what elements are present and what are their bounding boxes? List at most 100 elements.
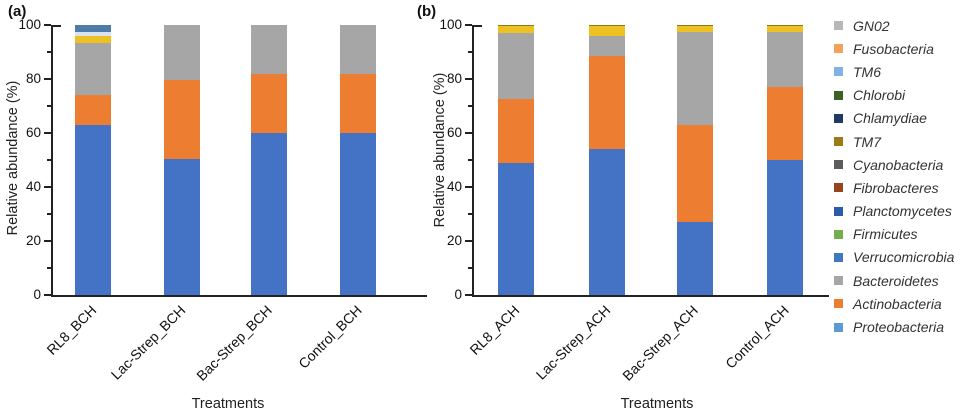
x-tick-label-Control_BCH: Control_BCH — [193, 302, 365, 372]
y-major-tick — [44, 240, 51, 242]
segment-Bacteroidetes — [767, 31, 803, 88]
segment-Bacteroidetes — [498, 33, 534, 100]
y-minor-tick — [468, 159, 472, 161]
legend-swatch-Fibrobacteres — [834, 183, 843, 193]
legend-item-Firmicutes: Firmicutes — [834, 223, 954, 246]
segment-Bacteroidetes — [251, 25, 287, 74]
legend-swatch-Actinobacteria — [834, 299, 843, 309]
y-major-tick — [465, 132, 472, 134]
panel-b-plot: 0 20 40 60 80 100 — [439, 17, 829, 302]
legend-item-Fibrobacteres: Fibrobacteres — [834, 176, 954, 199]
y-major-tick — [44, 132, 51, 134]
panel-b-x-axis-title: Treatments — [620, 396, 694, 412]
segment-TM7 — [767, 26, 803, 32]
segment-Chlorobi — [677, 25, 713, 27]
bar-Bac-Strep_ACH — [677, 25, 713, 295]
y-minor-tick — [47, 51, 51, 53]
segment-Actinobacteria — [251, 73, 287, 133]
segment-Bacteroidetes — [164, 25, 200, 81]
legend-swatch-Chlamydiae — [834, 113, 843, 123]
y-tick-label: 80 — [446, 71, 462, 86]
y-major-tick — [44, 24, 51, 26]
segment-TM7 — [498, 26, 534, 34]
panel-a-y-axis-title: Relative abundance (%) — [5, 80, 21, 236]
legend-swatch-Verrucomicrobia — [834, 252, 843, 262]
segment-Verrucomicrobia — [75, 25, 111, 32]
y-tick-label: 0 — [33, 287, 41, 302]
legend-item-Chlorobi: Chlorobi — [834, 84, 954, 107]
panel-b-label: (b) — [417, 3, 437, 20]
y-major-tick — [465, 186, 472, 188]
y-tick-label: 100 — [439, 17, 462, 32]
segment-Bacteroidetes — [589, 35, 625, 57]
legend-item-Chlamydiae: Chlamydiae — [834, 107, 954, 130]
legend-item-TM6: TM6 — [834, 60, 954, 83]
legend-swatch-Firmicutes — [834, 229, 843, 239]
y-major-tick — [44, 294, 51, 296]
panel-a-plot: 0 20 40 60 80 100 — [18, 17, 427, 302]
bar-RL8_ACH — [498, 25, 534, 295]
segment-Bacteroidetes — [340, 25, 376, 74]
segment-Actinobacteria — [340, 73, 376, 133]
legend-swatch-GN02 — [834, 21, 843, 31]
segment-TM7 — [75, 35, 111, 43]
y-major-tick — [44, 78, 51, 80]
segment-Proteobacteria — [589, 149, 625, 295]
segment-Actinobacteria — [677, 124, 713, 223]
y-tick-label: 100 — [18, 17, 41, 32]
legend-label: TM7 — [853, 133, 881, 150]
legend-label: Firmicutes — [853, 226, 918, 243]
legend-swatch-TM6 — [834, 67, 843, 77]
legend-swatch-Fusobacteria — [834, 44, 843, 54]
y-major-tick — [44, 186, 51, 188]
segment-Actinobacteria — [498, 99, 534, 163]
legend-swatch-Planctomycetes — [834, 206, 843, 216]
y-tick-label: 60 — [25, 125, 41, 140]
legend-item-Actinobacteria: Actinobacteria — [834, 292, 954, 315]
y-tick-label: 20 — [25, 233, 41, 248]
legend-swatch-Proteobacteria — [834, 322, 843, 332]
legend-label: Fusobacteria — [853, 40, 934, 57]
legend-label: GN02 — [853, 17, 890, 34]
y-major-tick — [465, 240, 472, 242]
legend-item-TM7: TM7 — [834, 130, 954, 153]
legend: GN02 Fusobacteria TM6 Chlorobi Chlamydiae TM7… — [834, 14, 954, 339]
panel-b-axis-top-cap — [474, 25, 482, 27]
segment-Actinobacteria — [75, 95, 111, 125]
legend-label: Bacteroidetes — [853, 272, 939, 289]
segment-Actinobacteria — [589, 56, 625, 150]
segment-Proteobacteria — [340, 133, 376, 295]
y-major-tick — [465, 294, 472, 296]
segment-Proteobacteria — [251, 133, 287, 295]
y-tick-label: 60 — [446, 125, 462, 140]
legend-swatch-Cyanobacteria — [834, 160, 843, 170]
legend-label: Proteobacteria — [853, 319, 945, 336]
y-minor-tick — [468, 51, 472, 53]
x-tick-label-text: Control_ACH — [721, 302, 792, 372]
legend-label: Chlorobi — [853, 87, 906, 104]
y-major-tick — [465, 24, 472, 26]
legend-label: TM6 — [853, 63, 881, 80]
y-minor-tick — [468, 213, 472, 215]
legend-item-Proteobacteria: Proteobacteria — [834, 315, 954, 338]
y-tick-label: 20 — [446, 233, 462, 248]
segment-Actinobacteria — [767, 87, 803, 160]
legend-item-Planctomycetes: Planctomycetes — [834, 200, 954, 223]
legend-item-GN02: GN02 — [834, 14, 954, 37]
bar-Lac-Strep_ACH — [589, 25, 625, 295]
segment-Chlorobi — [589, 25, 625, 27]
bar-RL8_BCH — [75, 25, 111, 295]
y-major-tick — [465, 78, 472, 80]
segment-Proteobacteria — [498, 162, 534, 295]
legend-item-Verrucomicrobia: Verrucomicrobia — [834, 246, 954, 269]
segment-Chlorobi — [498, 25, 534, 27]
segment-Bacteroidetes — [677, 31, 713, 125]
segment-TM6 — [75, 31, 111, 36]
panel-a-label: (a) — [8, 3, 27, 20]
legend-label: Chlamydiae — [853, 110, 927, 127]
segment-Chlorobi — [767, 25, 803, 27]
bar-Lac-Strep_BCH — [164, 25, 200, 295]
legend-swatch-TM7 — [834, 137, 843, 147]
segment-Proteobacteria — [767, 160, 803, 295]
bar-Control_BCH — [340, 25, 376, 295]
